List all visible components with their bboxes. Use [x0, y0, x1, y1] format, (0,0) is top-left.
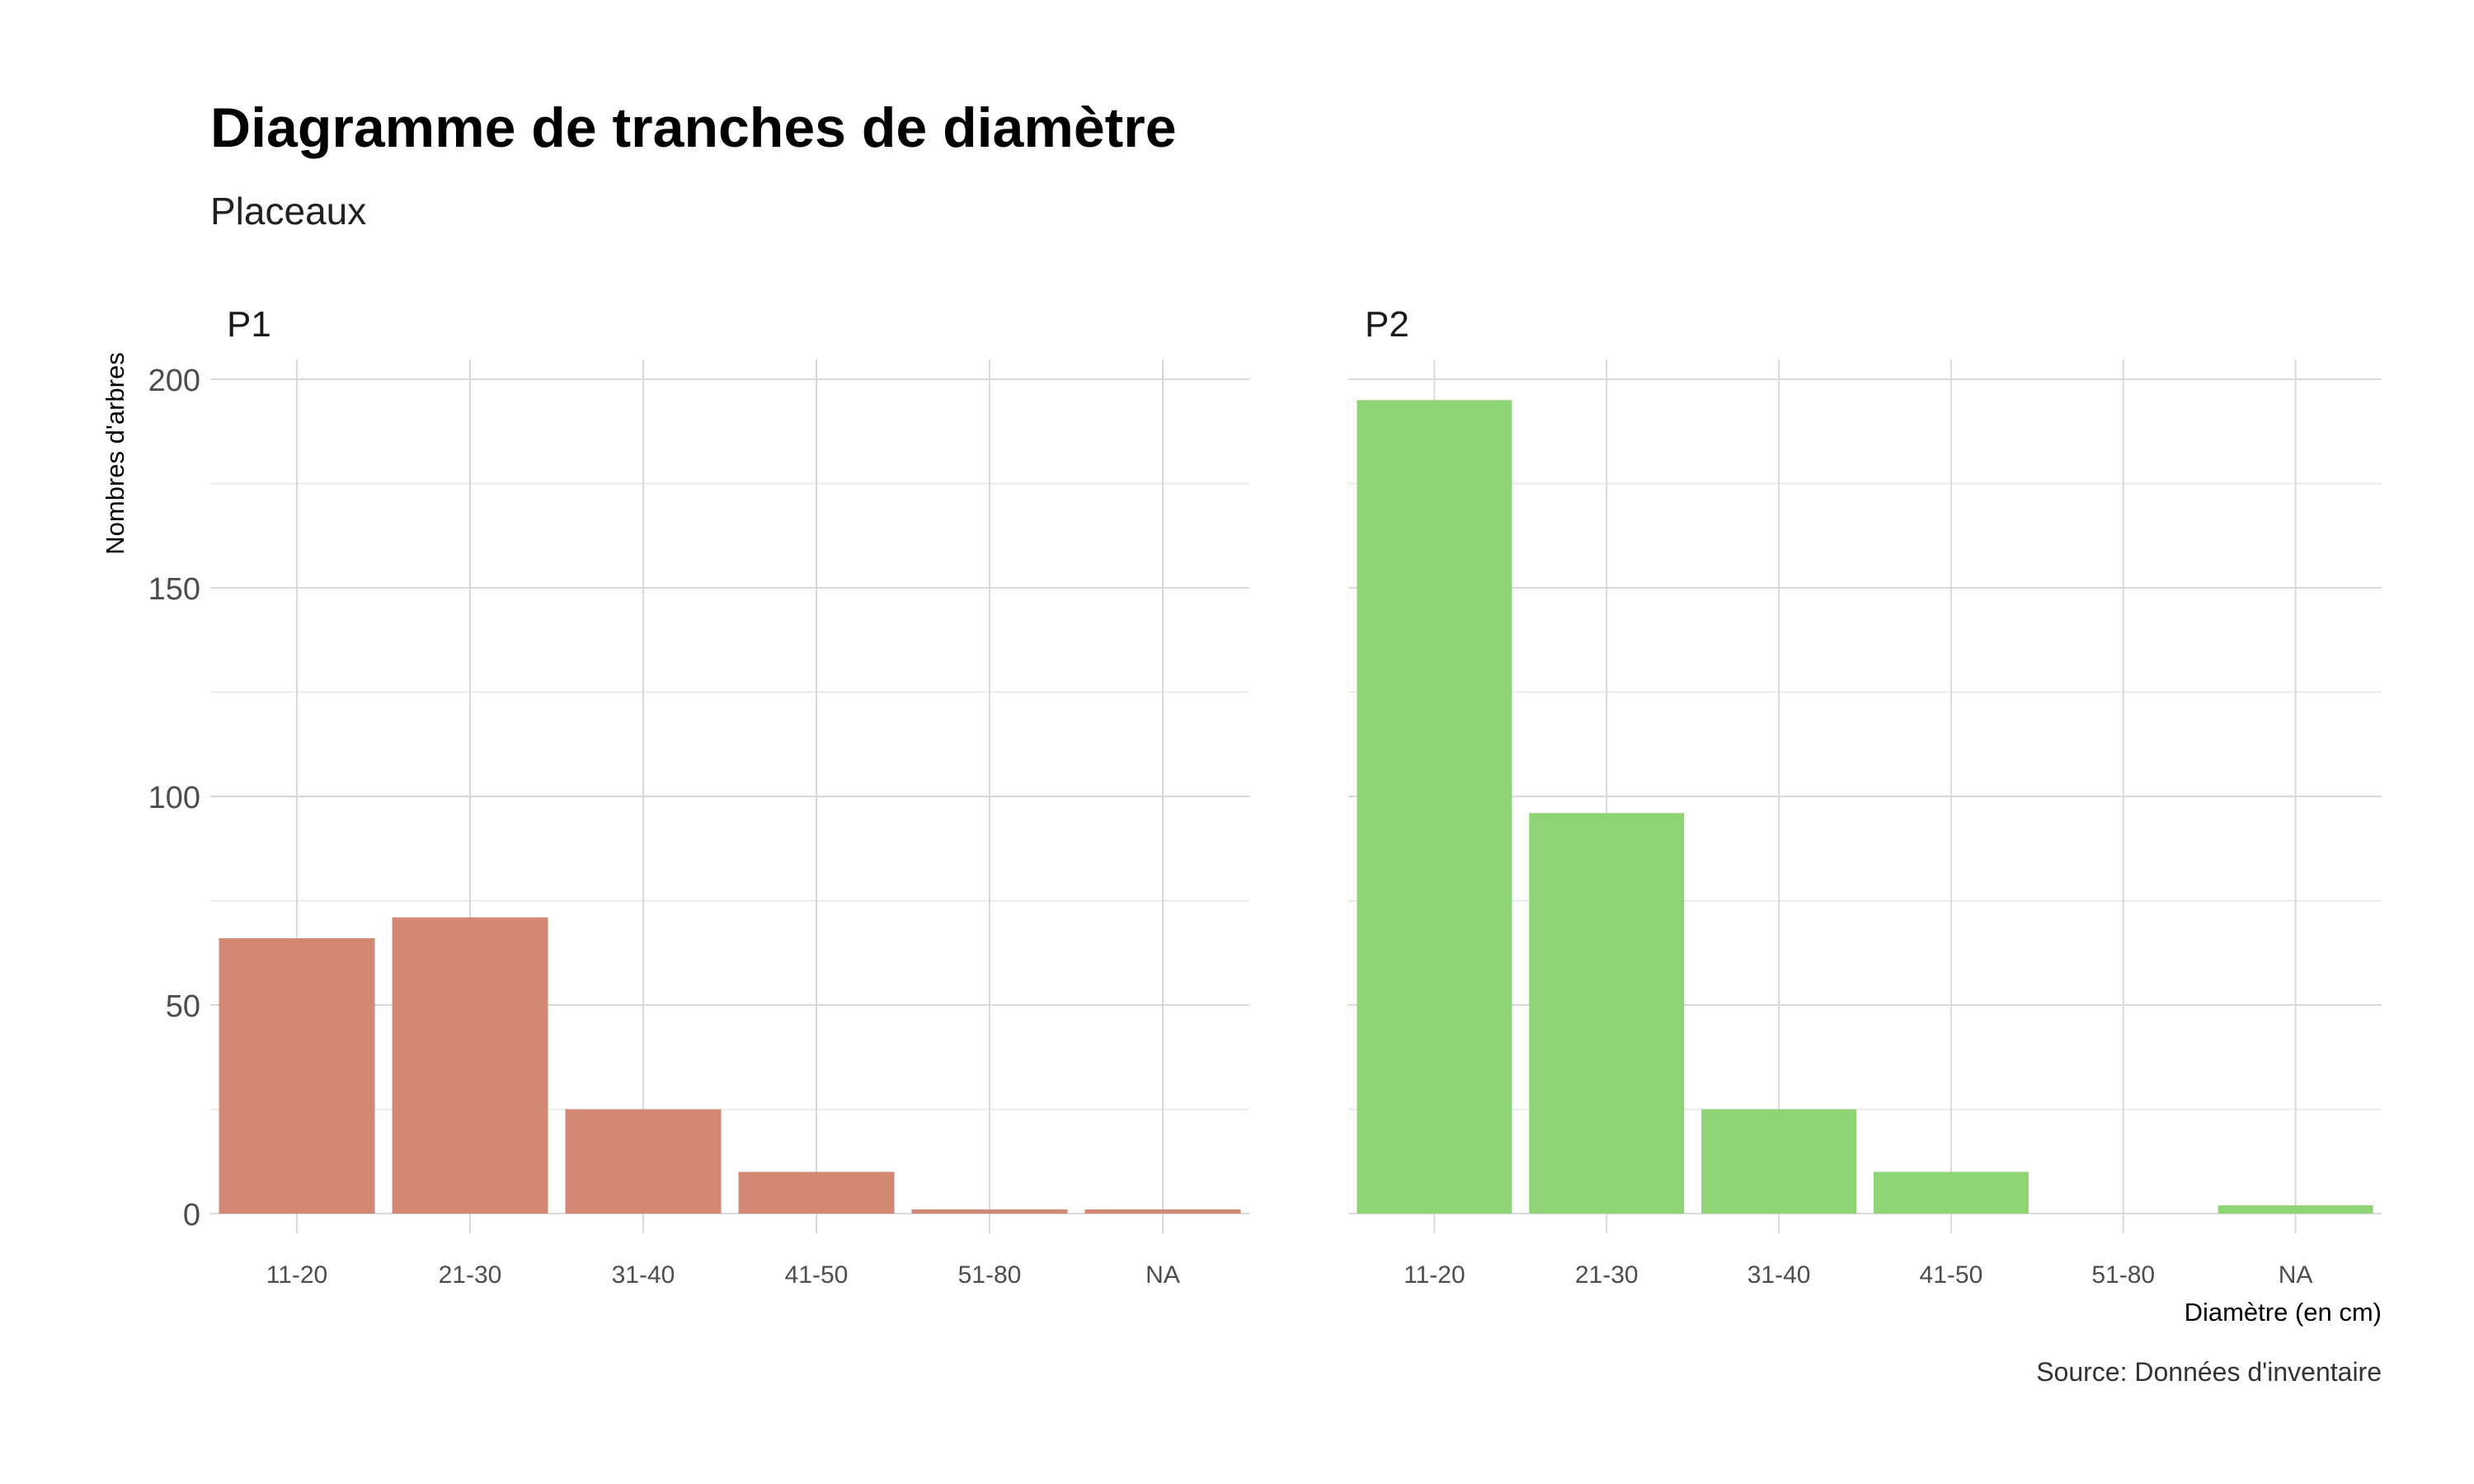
bar-P2-31-40	[1701, 1109, 1857, 1214]
x-tick-label: 31-40	[1747, 1261, 1811, 1289]
chart-title: Diagramme de tranches de diamètre	[210, 96, 1177, 159]
x-tick-label: 11-20	[1404, 1261, 1465, 1289]
bar-P2-11-20	[1357, 400, 1512, 1214]
bar-P1-11-20	[219, 938, 375, 1214]
facet-strip-label: P1	[227, 304, 271, 345]
bar-P1-NA	[1084, 1209, 1241, 1214]
facet-panels: 11-20 21-30 31-40 41-50 51-80 NA 0 50 100 150 200 P…	[148, 304, 2382, 1289]
y-axis-label: Nombres d'arbres	[101, 352, 129, 554]
bar-P1-21-30	[392, 917, 548, 1214]
x-tick-label: 51-80	[958, 1261, 1022, 1289]
chart-caption: Source: Données d'inventaire	[2036, 1357, 2382, 1387]
facet-panel-P1: 11-20 21-30 31-40 41-50 51-80 NA 0 50 100 150 200 P…	[148, 304, 1249, 1289]
x-tick-label: 21-30	[1575, 1261, 1639, 1289]
x-tick-label: 31-40	[612, 1261, 675, 1289]
x-tick-label: NA	[2279, 1261, 2313, 1289]
bar-P1-41-50	[738, 1172, 895, 1214]
x-tick-label: NA	[1145, 1261, 1180, 1289]
y-tick-label: 0	[183, 1198, 200, 1233]
facet-strip-label: P2	[1365, 304, 1409, 345]
chart-subtitle: Placeaux	[210, 190, 366, 232]
y-tick-label: 200	[148, 364, 200, 398]
bar-P1-51-80	[911, 1209, 1068, 1214]
x-tick-label: 11-20	[266, 1261, 328, 1289]
x-tick-label: 21-30	[439, 1261, 502, 1289]
x-tick-label: 41-50	[785, 1261, 849, 1289]
x-tick-label: 51-80	[2091, 1261, 2155, 1289]
y-tick-label: 100	[148, 781, 200, 815]
bar-P1-31-40	[565, 1109, 722, 1214]
bar-P2-NA	[2218, 1205, 2373, 1214]
y-tick-label: 50	[166, 989, 200, 1024]
bar-P2-41-50	[1873, 1172, 2029, 1214]
facet-panel-P2: 11-20 21-30 31-40 41-50 51-80 NA P2	[1348, 304, 2382, 1289]
x-axis-label: Diamètre (en cm)	[2185, 1298, 2382, 1327]
y-tick-label: 150	[148, 572, 200, 607]
x-tick-label: 41-50	[1920, 1261, 1983, 1289]
bar-P2-21-30	[1529, 813, 1685, 1214]
